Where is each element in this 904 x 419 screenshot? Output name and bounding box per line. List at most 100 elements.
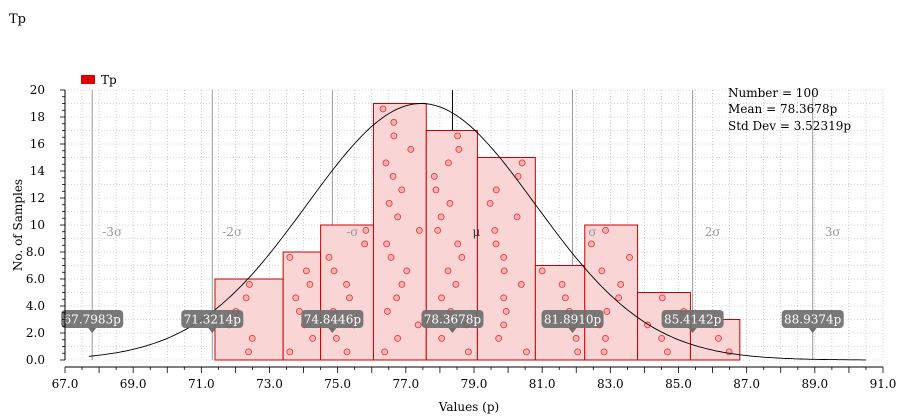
sample-point: [603, 307, 611, 315]
sample-point: [383, 240, 391, 248]
x-tick-label: 75.0: [324, 377, 351, 391]
label-box: [181, 310, 244, 328]
y-tick-label: 14: [30, 164, 46, 178]
sigma-value-label: 81.8910p: [541, 310, 604, 333]
sample-point: [379, 105, 387, 113]
sample-point: [615, 294, 623, 302]
sigma-label: -σ: [346, 225, 358, 239]
sample-point: [454, 240, 462, 248]
sample-point: [343, 348, 351, 356]
sigma-value-label: 88.9374p: [781, 310, 844, 333]
sample-point: [346, 294, 353, 302]
sample-point: [454, 132, 461, 140]
histogram-bar: [282, 251, 322, 361]
sample-point: [286, 253, 294, 261]
sample-point: [437, 213, 445, 221]
sample-point: [398, 280, 406, 288]
sample-point: [385, 199, 393, 207]
sample-point: [495, 334, 503, 342]
x-tick-label: 81.0: [529, 377, 556, 391]
sample-point: [658, 294, 666, 302]
sample-point: [438, 294, 445, 302]
sample-point: [500, 294, 508, 302]
sample-point: [725, 348, 733, 356]
y-tick-label: 18: [30, 110, 45, 124]
sample-point: [330, 267, 338, 275]
label-value: 88.9374p: [784, 313, 842, 327]
label-pointer: [808, 328, 817, 333]
label-value: 67.7983p: [64, 313, 122, 327]
x-axis-title: Values (p): [438, 400, 499, 414]
sample-point: [465, 348, 472, 356]
sample-point: [245, 280, 253, 288]
legend-swatch: [81, 75, 95, 84]
sample-point: [438, 334, 446, 342]
sample-point: [538, 267, 546, 275]
sigma-label: 3σ: [825, 225, 841, 239]
label-pointer: [328, 328, 337, 333]
label-pointer: [448, 328, 457, 333]
label-box: [781, 310, 844, 328]
sample-point: [432, 186, 440, 194]
sample-point: [343, 280, 350, 288]
sample-point: [492, 186, 500, 194]
histogram-bar: [320, 224, 374, 361]
sample-point: [390, 132, 398, 140]
sigma-label: μ: [473, 225, 481, 239]
sample-point: [574, 348, 582, 356]
sample-point: [602, 226, 609, 234]
sample-point: [502, 307, 510, 315]
legend-label: Tp: [101, 73, 117, 87]
sample-point: [514, 172, 522, 180]
sample-point: [491, 226, 499, 234]
y-tick-label: 8.0: [26, 245, 45, 259]
sample-point: [362, 226, 370, 234]
label-box: [421, 310, 484, 328]
sample-point: [602, 334, 609, 342]
label-value: 81.8910p: [544, 313, 602, 327]
sample-point: [446, 199, 454, 207]
sample-point: [455, 145, 463, 153]
sample-point: [393, 294, 401, 302]
label-box: [301, 310, 364, 328]
y-tick-label: 12: [30, 191, 45, 205]
label-value: 74.8446p: [304, 313, 362, 327]
y-tick-label: 0.0: [26, 353, 45, 367]
label-value: 71.3214p: [184, 313, 242, 327]
sample-point: [617, 280, 625, 288]
label-box: [61, 310, 124, 328]
sample-point: [414, 321, 422, 329]
sample-point: [242, 294, 250, 302]
sample-point: [415, 226, 423, 234]
sample-point: [517, 280, 525, 288]
y-tick-label: 10: [30, 218, 45, 232]
sample-point: [245, 348, 252, 356]
sample-point: [306, 280, 314, 288]
sample-point: [458, 253, 466, 261]
sample-point: [658, 334, 666, 342]
sigma-label: -3σ: [102, 225, 122, 239]
sample-point: [486, 199, 494, 207]
y-tick-label: 4.0: [26, 299, 45, 313]
label-value: 85.4142p: [664, 313, 722, 327]
label-pointer: [688, 328, 697, 333]
sample-point: [398, 186, 406, 194]
label-box: [541, 310, 604, 328]
sample-point: [407, 145, 415, 153]
label-pointer: [88, 328, 97, 333]
sigma-value-label: 67.7983p: [61, 310, 124, 333]
sigma-label: 2σ: [705, 225, 721, 239]
sample-point: [394, 334, 402, 342]
label-box: [661, 310, 724, 328]
stats-mean: Mean = 78.3678p: [728, 102, 838, 116]
sample-point: [513, 213, 521, 221]
sample-point: [286, 348, 294, 356]
sigma-value-label: 85.4142p: [661, 310, 724, 333]
sample-point: [248, 334, 256, 342]
sample-point: [390, 119, 398, 126]
sample-point: [434, 226, 442, 234]
x-tick-label: 73.0: [256, 377, 283, 391]
x-tick-label: 89.0: [801, 377, 828, 391]
sigma-value-label: 74.8446p: [301, 310, 364, 333]
sigma-value-label: 71.3214p: [181, 310, 244, 333]
